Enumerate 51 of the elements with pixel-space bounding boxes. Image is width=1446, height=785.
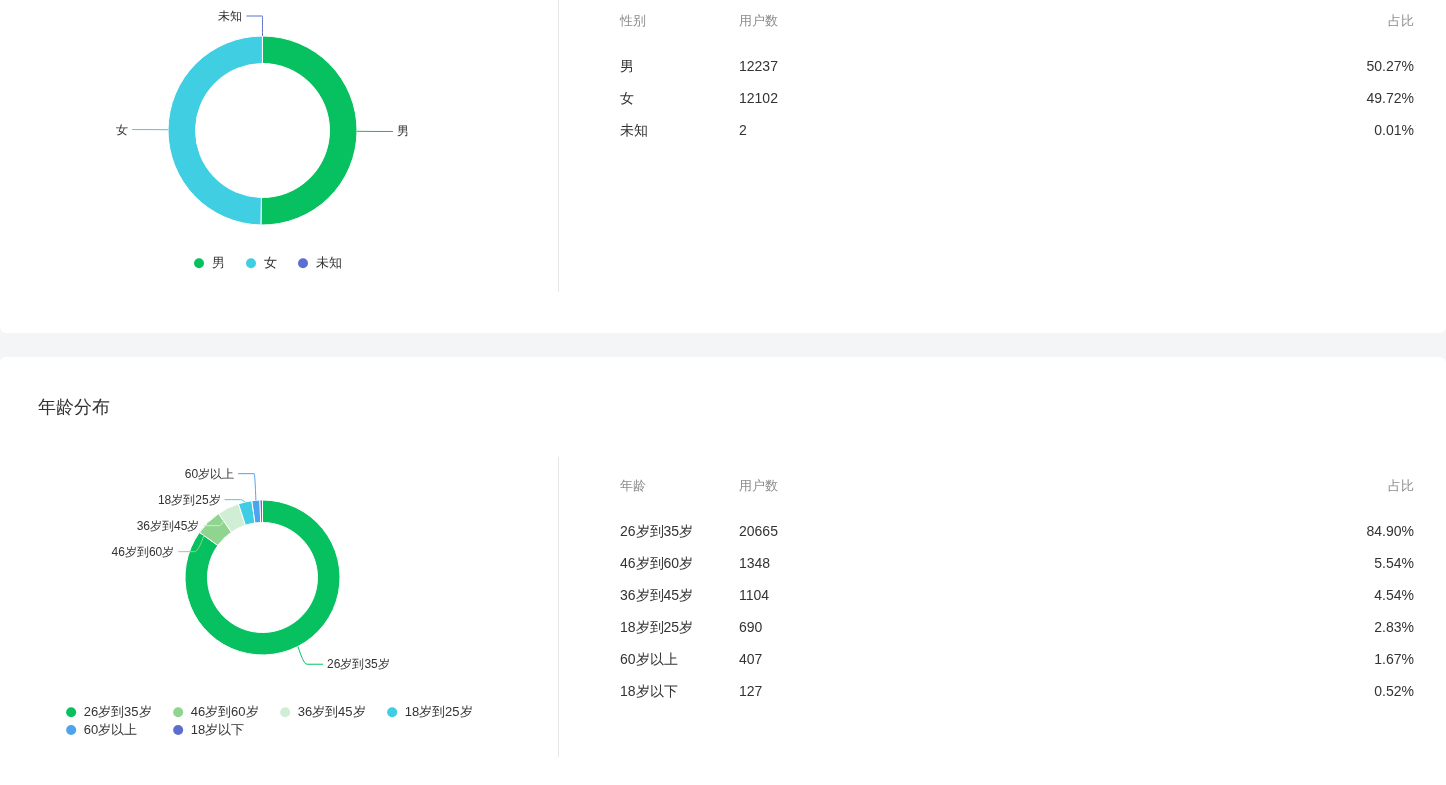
text: 1348 [739,555,771,571]
text: 18岁以下 [620,683,678,699]
slice-label: 26岁到35岁 [327,657,390,672]
legend-label: 46岁到60岁 [190,704,259,720]
slice-label: 女 [116,122,128,137]
slice-label: 36岁到45岁 [136,518,200,533]
text: 未知 [620,122,648,138]
text: 性别 [619,13,646,28]
text: 12102 [739,90,779,106]
text: 用户数 [739,478,778,493]
slice-label: 60岁以上 [184,466,235,481]
legend-label: 女 [263,255,277,271]
text: 0.01% [1374,122,1414,138]
text: 20665 [739,523,779,539]
legend-label: 18岁以下 [190,722,245,737]
text: 用户数 [739,13,778,28]
text: 5.54% [1374,555,1414,571]
text: 12237 [739,58,779,74]
text: 84.90% [1366,523,1414,539]
legend-label: 36岁到45岁 [297,704,366,720]
text: 4.54% [1374,587,1414,603]
chart-title: 年龄分布 [38,397,110,417]
text: 占比 [1388,478,1414,493]
text: 46岁到60岁 [620,555,694,571]
text: 2.83% [1374,619,1414,635]
text: 49.72% [1366,90,1414,106]
text: 0.52% [1374,683,1414,699]
slice-label: 未知 [218,9,243,23]
text: 60岁以上 [620,651,678,667]
legend-label: 26岁到35岁 [83,704,152,720]
slice-label: 男 [397,124,409,139]
text: 男 [620,58,634,74]
text: 2 [739,122,747,138]
text: 1104 [739,587,770,603]
text: 36岁到45岁 [620,587,694,603]
text: 年龄 [620,478,646,493]
text: 女 [620,90,634,106]
legend-label: 18岁到25岁 [404,704,473,720]
text: 407 [739,651,763,667]
text: 占比 [1388,13,1414,28]
text: 690 [739,619,763,635]
text: 1.67% [1374,651,1414,667]
text: 18岁到25岁 [620,619,694,635]
text: 26岁到35岁 [620,523,694,539]
legend-label: 未知 [315,255,342,271]
legend-label: 60岁以上 [83,722,138,737]
text: 127 [739,683,763,699]
slice-label: 18岁到25岁 [157,492,221,507]
legend-label: 男 [211,255,225,271]
slice-label: 46岁到60岁 [111,544,175,559]
text: 50.27% [1366,58,1414,74]
